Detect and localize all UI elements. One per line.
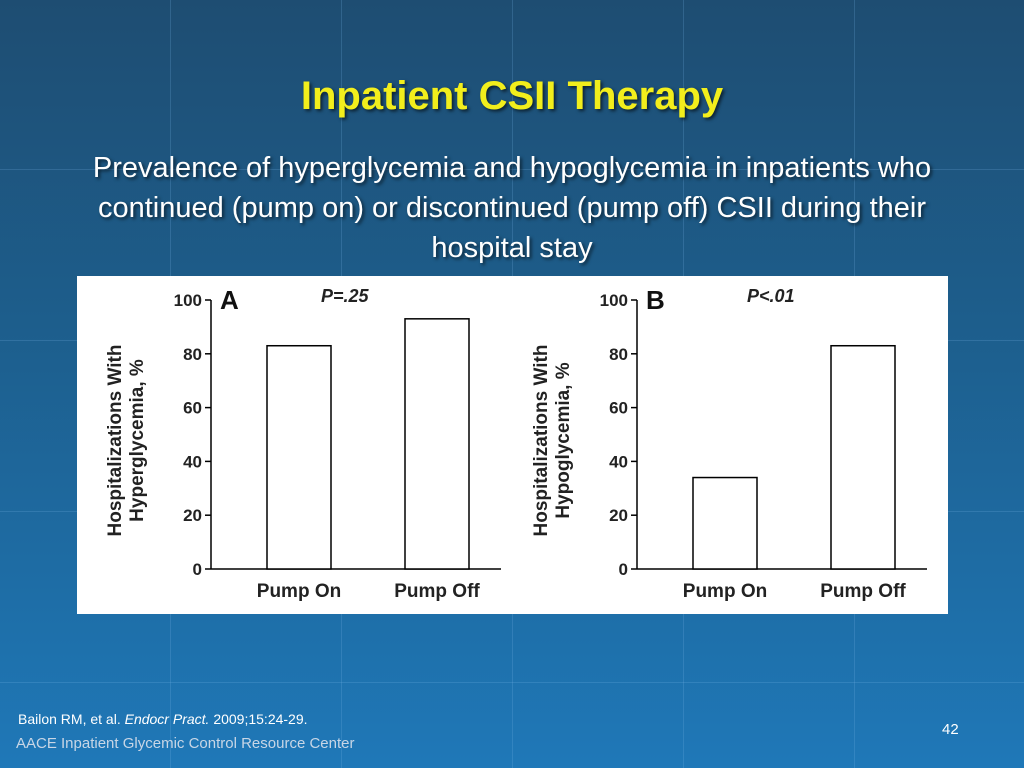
panel-b-label: B — [646, 285, 665, 315]
panel-b-y-axis-label-line2: Hypoglycemia, % — [553, 362, 574, 518]
panel-a-y-axis-label-line2: Hyperglycemia, % — [127, 359, 148, 522]
organization-name: AACE Inpatient Glycemic Control Resource… — [16, 735, 355, 752]
citation-journal: Endocr Pract. — [124, 711, 210, 727]
bar-chart-figure: 0 20 40 60 80 100 Hospitalizations With Hypergl… — [77, 276, 948, 614]
panel-a-y-tick-label: 20 — [183, 506, 202, 525]
panel-a-x-tick-label: Pump Off — [394, 581, 480, 602]
slide-subtitle: Prevalence of hyperglycemia and hypoglyc… — [92, 152, 932, 264]
slide-title: Inpatient CSII Therapy — [300, 74, 724, 118]
panel-a-y-tick-label: 60 — [183, 399, 202, 418]
panel-b-x-tick-label: Pump Off — [820, 581, 906, 602]
panel-a-x-tick-label: Pump On — [257, 581, 341, 602]
citation-details: 2009;15:24-29. — [209, 711, 308, 727]
citation-authors: Bailon RM, et al. — [18, 711, 125, 727]
panel-b-p-value: P<.01 — [747, 286, 795, 306]
panel-a-bar-pump-off — [404, 318, 470, 570]
panel-a-label: A — [220, 285, 239, 315]
panel-b-y-tick-label: 100 — [600, 291, 628, 310]
panel-b-y-axis-label-line1: Hospitalizations With — [531, 345, 552, 537]
panel-a-y-tick-label: 100 — [174, 291, 202, 310]
panel-a-bar-pump-on — [266, 344, 332, 570]
citation: Bailon RM, et al. Endocr Pract. 2009;15:… — [18, 711, 308, 727]
panel-b-bar-pump-on — [692, 476, 758, 570]
panel-b-y-tick-label: 20 — [609, 506, 628, 525]
panel-b-y-tick-label: 40 — [609, 452, 628, 471]
panel-a-p-value: P=.25 — [321, 286, 370, 306]
panel-b-y-tick-label: 0 — [619, 560, 628, 579]
panel-b-x-tick-label: Pump On — [683, 581, 767, 602]
panel-a-y-tick-label: 80 — [183, 345, 202, 364]
panel-a-y-axis-label-line1: Hospitalizations With — [105, 345, 126, 537]
panel-b-y-tick-label: 80 — [609, 345, 628, 364]
panel-b-y-tick-label: 60 — [609, 399, 628, 418]
page-number: 42 — [942, 721, 959, 738]
panel-a-y-tick-label: 0 — [193, 560, 202, 579]
panel-a-y-tick-label: 40 — [183, 452, 202, 471]
panel-b-bar-pump-off — [830, 344, 896, 570]
